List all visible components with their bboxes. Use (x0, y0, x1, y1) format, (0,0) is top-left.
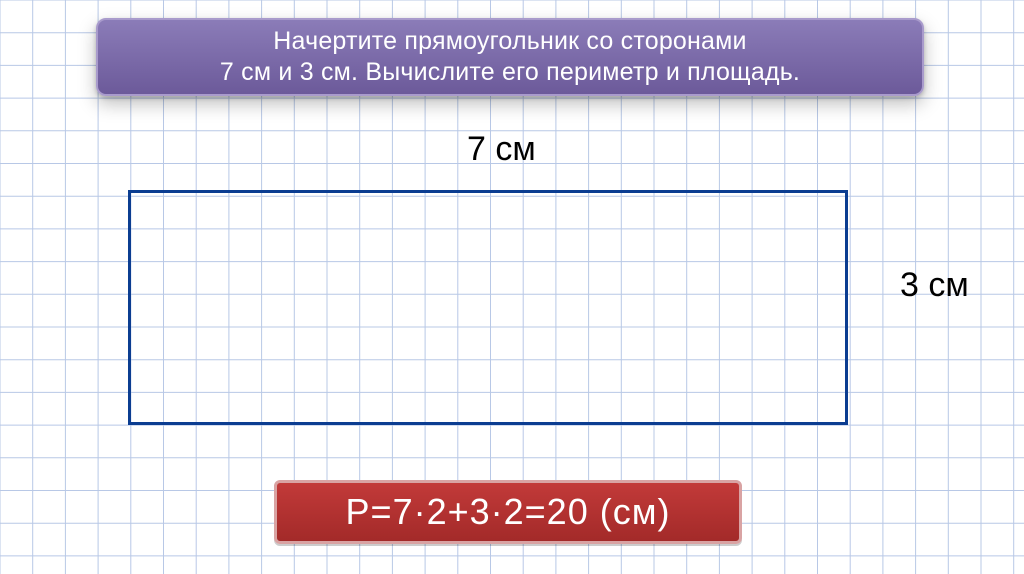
task-line-2: 7 см и 3 см. Вычислите его периметр и пл… (220, 57, 800, 88)
task-box: Начертите прямоугольник со сторонами 7 с… (96, 18, 924, 96)
formula-text: P=7·2+3·2=20 (см) (346, 491, 671, 533)
rectangle-shape (128, 190, 848, 425)
height-label: 3 см (900, 266, 969, 305)
width-label: 7 см (467, 130, 536, 169)
formula-box: P=7·2+3·2=20 (см) (274, 480, 742, 544)
task-line-1: Начертите прямоугольник со сторонами (273, 26, 746, 57)
